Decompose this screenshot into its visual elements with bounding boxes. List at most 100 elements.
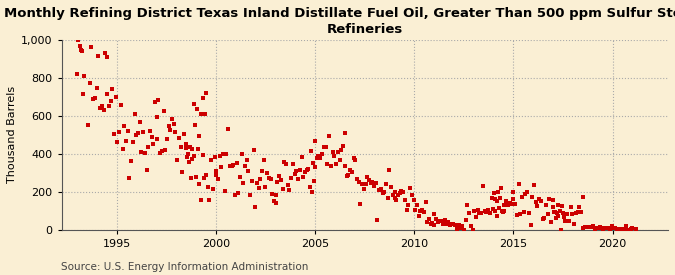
Point: [504, 201, 515, 205]
Point: [406, 192, 417, 197]
Point: [503, 203, 514, 208]
Point: [522, 190, 533, 194]
Point: [481, 209, 491, 214]
Point: [105, 99, 116, 103]
Point: [599, 226, 610, 230]
Point: [308, 161, 319, 166]
Point: [126, 158, 136, 163]
Point: [255, 177, 266, 181]
Point: [595, 224, 605, 229]
Point: [79, 74, 90, 78]
Point: [211, 168, 221, 173]
Point: [445, 223, 456, 227]
Point: [448, 222, 459, 227]
Point: [336, 148, 347, 152]
Point: [245, 193, 256, 197]
Point: [394, 190, 405, 195]
Point: [401, 208, 412, 212]
Point: [246, 179, 257, 183]
Point: [93, 53, 104, 58]
Point: [267, 192, 277, 196]
Point: [434, 219, 445, 224]
Point: [490, 209, 501, 213]
Point: [161, 137, 172, 142]
Point: [189, 154, 200, 159]
Point: [214, 154, 225, 158]
Point: [310, 165, 321, 169]
Title: Monthly Refining District Texas Inland Distillate Fuel Oil, Greater Than 500 ppm: Monthly Refining District Texas Inland D…: [3, 7, 675, 36]
Point: [554, 209, 565, 213]
Point: [146, 134, 157, 139]
Point: [622, 228, 632, 232]
Point: [84, 80, 95, 85]
Text: Source: U.S. Energy Information Administration: Source: U.S. Energy Information Administ…: [61, 262, 308, 272]
Point: [226, 164, 237, 169]
Point: [315, 156, 325, 160]
Point: [329, 153, 340, 158]
Point: [488, 191, 499, 196]
Point: [495, 196, 506, 200]
Point: [186, 176, 196, 180]
Point: [427, 221, 438, 226]
Point: [624, 228, 634, 232]
Point: [187, 157, 198, 161]
Point: [158, 109, 169, 114]
Point: [508, 197, 519, 202]
Point: [464, 211, 475, 216]
Point: [365, 181, 376, 185]
Point: [204, 198, 215, 202]
Point: [209, 154, 220, 159]
Point: [617, 227, 628, 231]
Point: [148, 142, 159, 146]
Point: [485, 211, 495, 215]
Point: [610, 226, 621, 231]
Point: [467, 228, 478, 232]
Point: [277, 187, 288, 192]
Point: [134, 120, 145, 124]
Point: [350, 158, 360, 162]
Point: [136, 149, 146, 154]
Point: [190, 123, 201, 127]
Point: [488, 207, 499, 211]
Point: [432, 220, 443, 224]
Point: [408, 197, 419, 202]
Point: [479, 209, 490, 213]
Point: [238, 181, 249, 185]
Point: [88, 97, 99, 101]
Point: [553, 214, 564, 218]
Point: [331, 162, 342, 166]
Point: [553, 203, 564, 207]
Point: [446, 222, 457, 226]
Point: [491, 199, 502, 203]
Point: [532, 204, 543, 208]
Point: [319, 145, 329, 149]
Point: [462, 203, 472, 207]
Point: [260, 185, 271, 189]
Point: [496, 209, 507, 214]
Point: [325, 164, 336, 168]
Point: [371, 181, 381, 186]
Point: [250, 204, 261, 209]
Point: [160, 148, 171, 152]
Point: [342, 174, 352, 178]
Point: [182, 155, 193, 159]
Point: [551, 210, 562, 215]
Point: [387, 192, 398, 197]
Point: [567, 212, 578, 216]
Point: [598, 228, 609, 232]
Point: [216, 165, 227, 169]
Point: [300, 170, 310, 174]
Point: [615, 228, 626, 232]
Point: [421, 200, 431, 204]
Point: [296, 155, 307, 160]
Point: [381, 182, 392, 186]
Point: [128, 140, 138, 145]
Point: [510, 202, 520, 206]
Point: [197, 96, 208, 101]
Point: [612, 227, 622, 232]
Point: [252, 181, 263, 185]
Point: [492, 214, 503, 219]
Point: [570, 211, 581, 216]
Point: [374, 188, 385, 192]
Point: [91, 86, 102, 90]
